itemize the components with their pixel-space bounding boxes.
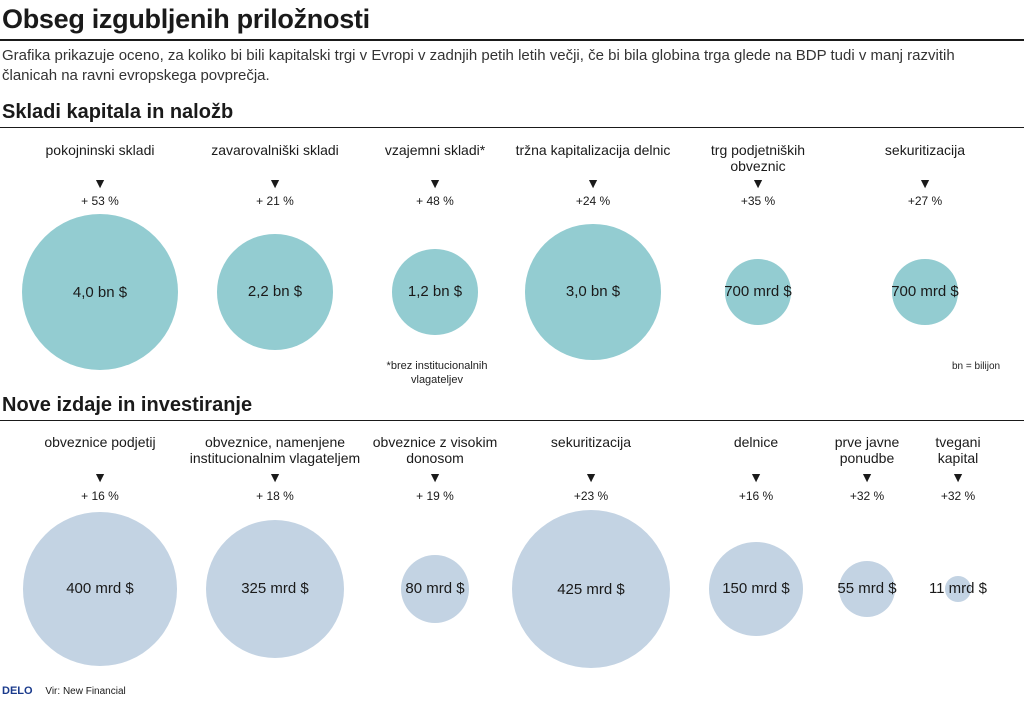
bubble-value-label: 150 mrd $	[722, 580, 790, 598]
category-label: zavarovalniški skladi	[211, 142, 339, 158]
bubble-item-delnice: delnice ▼ +16 % 150 mrd $	[696, 0, 816, 706]
percent-label: +35 %	[740, 194, 776, 208]
percent-label: + 19 %	[416, 489, 454, 503]
bubble-value-label: 4,0 bn $	[72, 283, 128, 301]
percent-label: + 16 %	[81, 489, 119, 503]
percent-label: + 18 %	[256, 489, 294, 503]
bubble-mark: 400 mrd $	[23, 512, 177, 666]
bubble-value-label: 80 mrd $	[405, 580, 465, 598]
bubble-item-prve-javne-ponudbe: prve javne ponudbe ▼ +32 % 55 mrd $	[817, 0, 917, 706]
category-label: tvegani kapital	[935, 434, 981, 466]
category-label: prve javne ponudbe	[834, 434, 900, 466]
percent-label: +16 %	[738, 489, 774, 503]
down-arrow-icon: ▼	[428, 469, 442, 485]
percent-label: +32 %	[940, 489, 976, 503]
down-arrow-icon: ▼	[951, 469, 965, 485]
bubble-mark: 325 mrd $	[205, 519, 345, 659]
percent-label: + 53 %	[81, 194, 119, 208]
bubble-mark: 150 mrd $	[709, 542, 803, 636]
bubble-mark: 2,2 bn $	[217, 234, 333, 350]
footnote: *brez institucionalnih vlagateljev	[386, 360, 488, 386]
bubble-item-pokojninski-skladi: pokojninski skladi ▼ + 53 % 4,0 bn $	[20, 0, 180, 706]
bubble-mark: 3,0 bn $	[525, 224, 661, 360]
bubble-mark: 80 mrd $	[400, 554, 470, 624]
bubble-value-label: 700 mrd $	[724, 283, 792, 301]
bubble-item-zavarovalniski-skladi: zavarovalniški skladi ▼ + 21 % 2,2 bn $	[195, 0, 355, 706]
down-arrow-icon: ▼	[268, 469, 282, 485]
category-label: tržna kapitalizacija delnic	[515, 142, 671, 158]
bubble-value-label: 11 mrd $	[928, 580, 988, 598]
bubble-value-label: 3,0 bn $	[565, 283, 621, 301]
down-arrow-icon: ▼	[584, 469, 598, 485]
category-label: obveznice podjetij	[44, 434, 156, 450]
down-arrow-icon: ▼	[428, 175, 442, 191]
category-label: vzajemni skladi*	[384, 142, 486, 158]
bubble-mark: 700 mrd $	[891, 259, 959, 325]
bubble-mark: 55 mrd $	[837, 560, 897, 618]
down-arrow-icon: ▼	[918, 175, 932, 191]
bubble-item-trzna-kapitalizacija-delnic: tržna kapitalizacija delnic ▼ +24 % 3,0 bn …	[513, 0, 673, 706]
percent-label: + 48 %	[416, 194, 454, 208]
down-arrow-icon: ▼	[751, 175, 765, 191]
bubble-value-label: 325 mrd $	[241, 580, 309, 598]
section-title-funds: Skladi kapitala in naložb	[2, 101, 234, 123]
category-label: obveznice z visokim donosom	[372, 434, 498, 466]
category-label: sekuritizacija	[550, 434, 632, 450]
bubble-value-label: 1,2 bn $	[407, 283, 463, 301]
bubble-value-label: 400 mrd $	[66, 580, 134, 598]
category-label: pokojninski skladi	[45, 142, 155, 158]
page-title: Obseg izgubljenih priložnosti	[2, 4, 370, 34]
category-label: sekuritizacija	[884, 142, 966, 158]
percent-label: +27 %	[907, 194, 943, 208]
bubble-item-vzajemni-skladi: vzajemni skladi* ▼ + 48 % 1,2 bn $	[360, 0, 510, 706]
bubble-mark: 1,2 bn $	[392, 249, 478, 335]
bubble-mark: 700 mrd $	[724, 259, 792, 325]
percent-label: + 21 %	[256, 194, 294, 208]
chart-subtitle: Grafika prikazuje oceno, za koliko bi bi…	[2, 47, 955, 84]
down-arrow-icon: ▼	[749, 469, 763, 485]
bubble-value-label: 425 mrd $	[557, 580, 625, 598]
bubble-mark: 11 mrd $	[929, 576, 987, 602]
bubble-item-sekuritizacija: sekuritizacija ▼ +27 % 700 mrd $	[850, 0, 1000, 706]
percent-label: +23 %	[573, 489, 609, 503]
down-arrow-icon: ▼	[93, 175, 107, 191]
bubble-item-sekuritizacija: sekuritizacija ▼ +23 % 425 mrd $	[511, 0, 671, 706]
category-label: obveznice, namenjene institucionalnim vl…	[189, 434, 361, 466]
bubble-mark: 425 mrd $	[512, 510, 670, 668]
bubble-value-label: 55 mrd $	[837, 580, 897, 598]
abbreviation-note: bn = bilijon	[952, 361, 1001, 372]
down-arrow-icon: ▼	[268, 175, 282, 191]
bubble-item-obveznice-podjetij: obveznice podjetij ▼ + 16 % 400 mrd $	[20, 0, 180, 706]
title-rule	[0, 39, 1024, 41]
section-rule-issuance	[0, 420, 1024, 421]
percent-label: +24 %	[575, 194, 611, 208]
section-title-issuance: Nove izdaje in investiranje	[2, 394, 253, 416]
category-label: trg podjetniških obveznic	[710, 142, 806, 174]
brand-logo: DELO	[2, 685, 33, 697]
bubble-item-obveznice-namenjene-institucionalnim-vlagateljem: obveznice, namenjene institucionalnim vl…	[183, 0, 368, 706]
bubble-mark: 4,0 bn $	[22, 214, 178, 370]
source-note: Vir: New Financial	[45, 686, 126, 697]
down-arrow-icon: ▼	[93, 469, 107, 485]
category-label: delnice	[733, 434, 779, 450]
bubble-value-label: 700 mrd $	[891, 283, 959, 301]
bubble-value-label: 2,2 bn $	[247, 283, 303, 301]
bubble-item-tvegani-kapital: tvegani kapital ▼ +32 % 11 mrd $	[918, 0, 998, 706]
down-arrow-icon: ▼	[860, 469, 874, 485]
bubble-item-obveznice-z-visokim-donosom: obveznice z visokim donosom ▼ + 19 % 80 mrd…	[365, 0, 505, 706]
footer: DELO Vir: New Financial	[2, 685, 126, 697]
down-arrow-icon: ▼	[586, 175, 600, 191]
percent-label: +32 %	[849, 489, 885, 503]
bubble-item-trg-podjetniskih-obveznic: trg podjetniških obveznic ▼ +35 % 700 mrd $	[683, 0, 833, 706]
section-rule-funds	[0, 127, 1024, 128]
